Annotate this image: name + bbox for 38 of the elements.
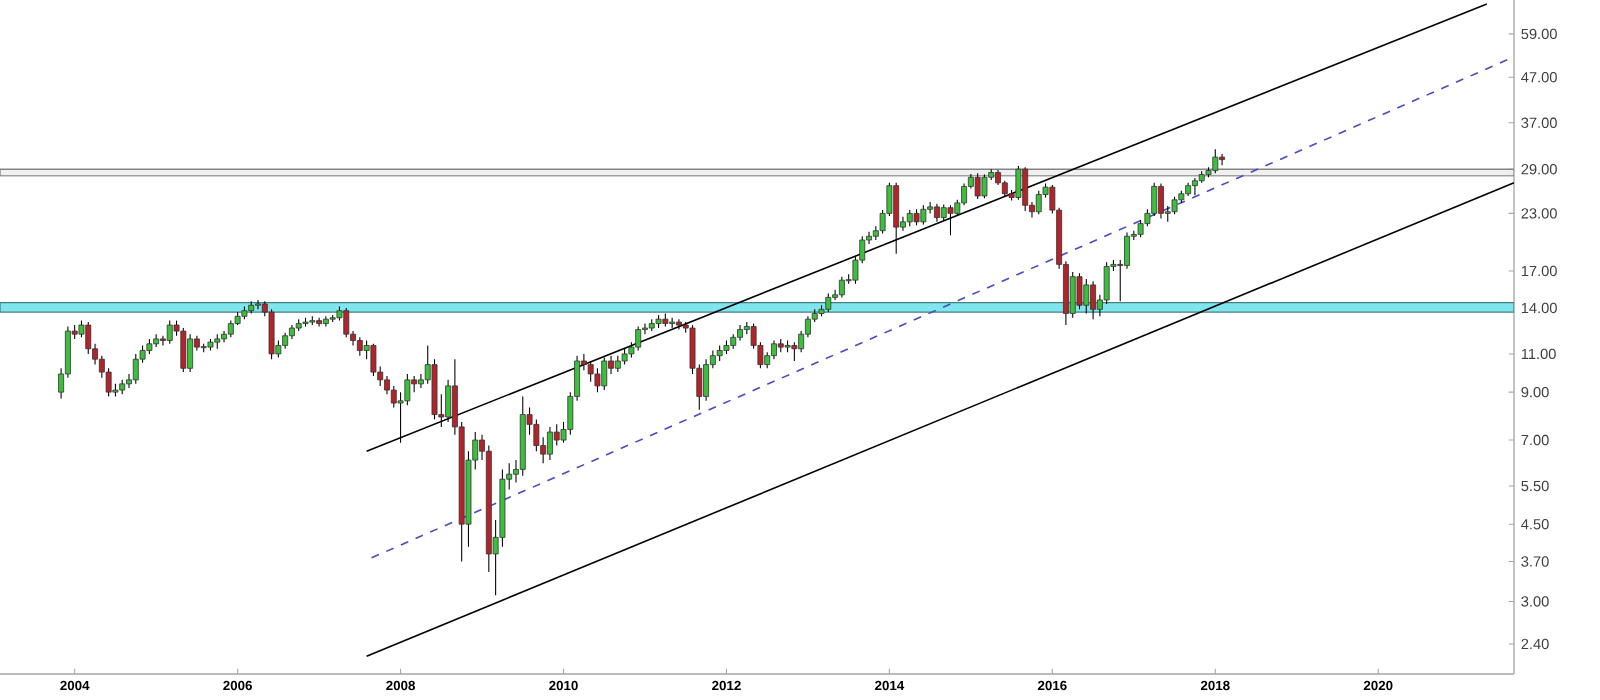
- candlestick: [1015, 165, 1022, 201]
- candlestick: [343, 307, 350, 338]
- candlestick: [445, 379, 452, 423]
- candlestick: [947, 204, 954, 236]
- candlestick: [1035, 190, 1042, 215]
- candlestick: [268, 308, 275, 360]
- candlestick: [356, 336, 363, 357]
- candlestick: [825, 293, 832, 313]
- candlestick: [180, 327, 187, 373]
- candlestick: [322, 315, 329, 328]
- candlestick: [974, 172, 981, 200]
- candlestick: [166, 320, 173, 345]
- candlestick: [1191, 177, 1198, 196]
- candlestick: [594, 367, 601, 393]
- candlestick: [669, 317, 676, 329]
- candlestick: [981, 174, 988, 199]
- candlestick: [601, 356, 608, 391]
- candlestick: [546, 426, 553, 461]
- candlestick: [1069, 271, 1076, 319]
- candlestick: [1158, 183, 1164, 219]
- candlestick: [703, 358, 710, 402]
- candlestick: [132, 353, 139, 385]
- candlestick: [1212, 148, 1219, 174]
- candlestick: [1083, 278, 1090, 315]
- candlestick: [1090, 280, 1097, 320]
- candlestick: [675, 318, 682, 331]
- candlestick: [1022, 166, 1029, 212]
- candlestick: [791, 341, 798, 362]
- candlestick: [1219, 153, 1226, 166]
- candlestick: [635, 325, 642, 352]
- candlestick: [920, 204, 927, 226]
- candlestick: [771, 339, 777, 360]
- candlestick: [933, 203, 940, 223]
- candlestick: [893, 182, 900, 255]
- candlestick: [838, 276, 845, 298]
- candlestick: [187, 333, 194, 373]
- candlestick: [1076, 272, 1083, 310]
- candlestick: [553, 423, 560, 447]
